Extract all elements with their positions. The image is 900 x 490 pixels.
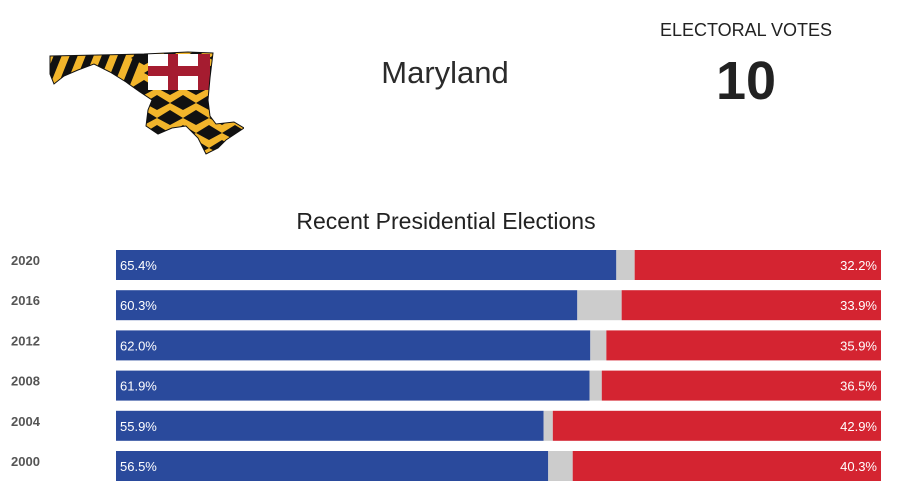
democrat-percent-label: 65.4% bbox=[120, 258, 157, 273]
state-name: Maryland bbox=[381, 55, 509, 90]
year-label: 2012 bbox=[11, 333, 40, 348]
republican-percent-label: 35.9% bbox=[840, 338, 877, 353]
democrat-bar bbox=[116, 250, 617, 280]
electoral-votes-count: 10 bbox=[715, 51, 777, 111]
year-label: 2008 bbox=[11, 374, 40, 389]
year-label: 2000 bbox=[11, 454, 40, 469]
republican-bar bbox=[601, 370, 881, 401]
electoral-votes-label: ELECTORAL VOTES bbox=[659, 20, 833, 40]
democrat-percent-label: 62.0% bbox=[120, 338, 157, 353]
democrat-percent-label: 60.3% bbox=[120, 298, 157, 313]
republican-percent-label: 42.9% bbox=[840, 419, 877, 434]
democrat-bar bbox=[116, 330, 591, 361]
other-bar bbox=[616, 250, 635, 280]
year-label: 2016 bbox=[11, 293, 40, 308]
other-bar bbox=[548, 451, 573, 481]
other-bar bbox=[577, 290, 622, 321]
maryland-state-flag-map-icon bbox=[49, 51, 244, 155]
democrat-percent-label: 56.5% bbox=[120, 459, 157, 474]
democrat-percent-label: 61.9% bbox=[120, 379, 157, 394]
democrat-bar bbox=[116, 410, 544, 441]
republican-bar bbox=[634, 250, 881, 280]
other-bar bbox=[589, 370, 602, 401]
republican-percent-label: 40.3% bbox=[840, 459, 877, 474]
democrat-bar bbox=[116, 370, 590, 401]
republican-bar bbox=[621, 290, 881, 321]
year-label: 2020 bbox=[11, 253, 40, 268]
democrat-bar bbox=[116, 451, 549, 481]
republican-percent-label: 32.2% bbox=[840, 258, 877, 273]
republican-percent-label: 33.9% bbox=[840, 298, 877, 313]
year-label: 2004 bbox=[11, 414, 41, 429]
republican-percent-label: 36.5% bbox=[840, 379, 877, 394]
democrat-percent-label: 55.9% bbox=[120, 419, 157, 434]
chart-title: Recent Presidential Elections bbox=[296, 208, 596, 234]
other-bar bbox=[590, 330, 607, 361]
republican-bar bbox=[606, 330, 881, 361]
republican-bar bbox=[572, 451, 881, 481]
other-bar bbox=[543, 410, 553, 441]
republican-bar bbox=[552, 410, 881, 441]
democrat-bar bbox=[116, 290, 578, 321]
